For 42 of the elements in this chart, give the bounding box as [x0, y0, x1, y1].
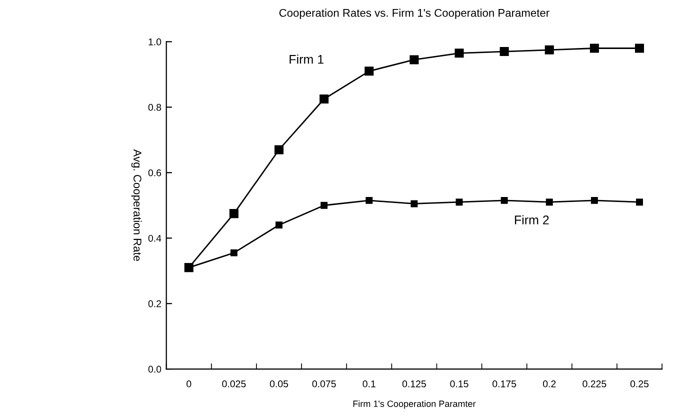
- point: [634, 44, 644, 53]
- x-tick-label: 0: [186, 380, 192, 388]
- point: [454, 48, 464, 58]
- series-label: Firm 2: [514, 215, 549, 224]
- chart-title: Cooperation Rates vs. Firm 1's Cooperation Parameter: [279, 8, 550, 20]
- point: [366, 196, 373, 204]
- y-tick-label: 0.6: [148, 169, 162, 176]
- y-tick-label: 0.2: [148, 300, 162, 308]
- x-tick-label: 0.025: [222, 380, 246, 388]
- x-tick-label: 0.225: [582, 380, 606, 388]
- y-axis-title: Avg. Cooperation Rate: [131, 149, 142, 261]
- y-tick-label: 0.8: [148, 104, 162, 111]
- point: [500, 196, 508, 204]
- point: [546, 198, 553, 206]
- y-tick-label: 0.4: [148, 234, 162, 242]
- x-tick-label: 0.175: [492, 380, 516, 388]
- x-tick-label: 0.125: [402, 380, 426, 388]
- x-tick-label: 0.15: [450, 380, 468, 388]
- point: [456, 198, 463, 206]
- point: [276, 222, 282, 228]
- point: [636, 198, 643, 206]
- point: [320, 202, 328, 209]
- y-tick-label: 0.0: [148, 366, 162, 373]
- point: [274, 145, 284, 154]
- point: [410, 55, 419, 64]
- point: [230, 249, 238, 256]
- point: [320, 94, 329, 104]
- x-axis-title: Firm 1's Cooperation Paramter: [353, 400, 476, 409]
- x-tick-label: 0.1: [362, 380, 376, 388]
- x-tick-label: 0.25: [630, 380, 649, 388]
- point: [544, 45, 554, 54]
- point: [590, 196, 598, 204]
- point: [500, 47, 509, 56]
- point: [364, 66, 374, 76]
- y-tick-label: 1.0: [148, 38, 162, 46]
- point: [229, 209, 238, 218]
- x-tick-label: 0.05: [270, 380, 288, 388]
- point: [410, 200, 418, 208]
- x-tick-label: 0.2: [542, 380, 556, 388]
- x-tick-label: 0.075: [312, 380, 336, 388]
- point: [590, 44, 599, 53]
- text: Firm 1: [290, 54, 324, 64]
